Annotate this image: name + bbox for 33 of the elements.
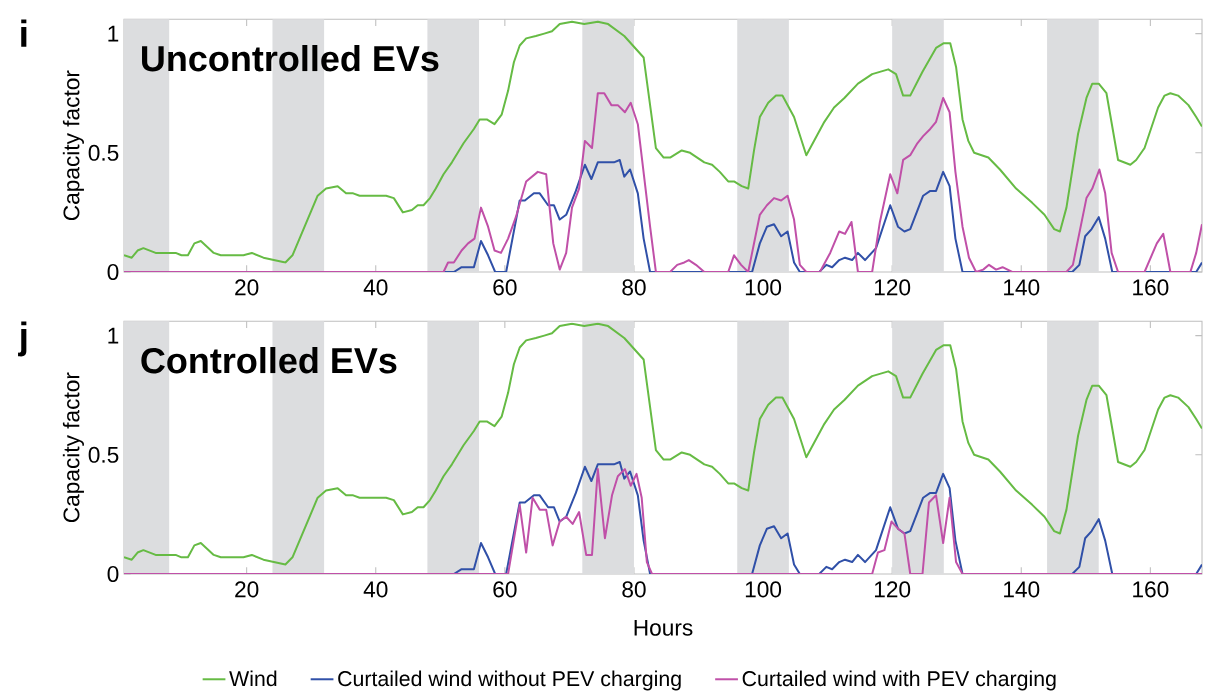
x-tick-label: 80: [622, 581, 646, 598]
x-tick-label: 140: [1004, 581, 1040, 598]
x-tick-label: 120: [874, 581, 911, 598]
x-tick-label: 140: [1004, 279, 1040, 296]
text: Controlled EVs: [141, 346, 397, 374]
x-tick-label: 20: [235, 581, 259, 598]
x-tick-label: 40: [363, 581, 388, 598]
legend-label: Wind: [229, 670, 277, 687]
x-axis-title: Hours: [634, 619, 693, 636]
text: j: [18, 321, 27, 357]
y-tick-label: 0.5: [88, 144, 119, 161]
x-tick-label: 40: [363, 279, 388, 296]
x-tick-label: 120: [874, 279, 911, 296]
y-tick-label: 1: [108, 327, 119, 344]
x-tick-label: 60: [493, 279, 517, 296]
legend-label: Curtailed wind without PEV charging: [338, 670, 681, 691]
y-tick-label: 1: [108, 25, 119, 42]
text: Uncontrolled EVs: [142, 44, 439, 72]
x-tick-label: 80: [622, 279, 646, 296]
y-tick-label: 0: [107, 263, 119, 281]
legend-label: Curtailed wind with PEV charging: [742, 670, 1056, 691]
y-tick-label: 0.5: [88, 446, 119, 463]
x-tick-label: 100: [745, 581, 782, 598]
line-series: [124, 92, 1202, 272]
x-tick-label: 100: [745, 279, 782, 296]
text: i: [21, 19, 27, 47]
x-tick-label: 20: [235, 279, 259, 296]
y-axis-title: Capacity factor: [62, 70, 84, 221]
y-tick-label: 0: [107, 565, 119, 583]
y-axis-title: Capacity factor: [62, 372, 84, 523]
x-tick-label: 160: [1133, 279, 1169, 296]
x-tick-label: 60: [493, 581, 517, 598]
x-tick-label: 160: [1133, 581, 1169, 598]
